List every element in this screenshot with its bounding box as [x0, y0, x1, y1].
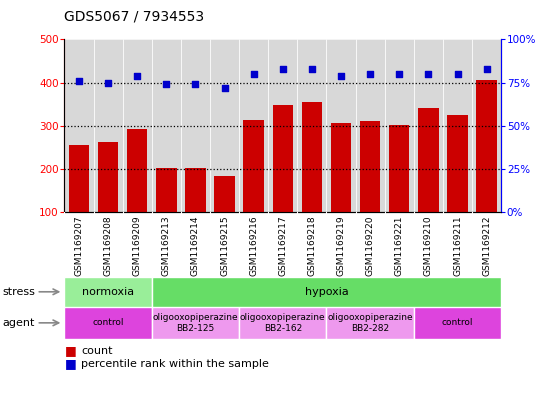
Text: GSM1169207: GSM1169207 — [74, 215, 83, 276]
Bar — [418, 108, 438, 212]
Bar — [414, 39, 443, 212]
Text: GSM1169211: GSM1169211 — [453, 215, 462, 276]
Bar — [123, 39, 152, 212]
Bar — [326, 39, 356, 212]
Bar — [152, 277, 501, 307]
Text: oligooxopiperazine
BB2-125: oligooxopiperazine BB2-125 — [153, 313, 238, 332]
Text: GSM1169218: GSM1169218 — [307, 215, 316, 276]
Text: GSM1169216: GSM1169216 — [249, 215, 258, 276]
Text: GSM1169221: GSM1169221 — [395, 215, 404, 276]
Text: percentile rank within the sample: percentile rank within the sample — [81, 358, 269, 369]
Text: control: control — [442, 318, 473, 327]
Bar — [443, 39, 472, 212]
Text: control: control — [92, 318, 124, 327]
Point — [278, 66, 287, 72]
Bar — [244, 120, 264, 212]
Text: stress: stress — [3, 287, 36, 297]
Bar — [185, 168, 206, 212]
Point — [104, 79, 113, 86]
Text: GSM1169217: GSM1169217 — [278, 215, 287, 276]
Text: GSM1169219: GSM1169219 — [337, 215, 346, 276]
Point — [307, 66, 316, 72]
Text: GSM1169215: GSM1169215 — [220, 215, 229, 276]
Bar — [64, 307, 152, 339]
Bar — [268, 39, 297, 212]
Text: GSM1169210: GSM1169210 — [424, 215, 433, 276]
Point — [162, 81, 171, 87]
Text: GSM1169212: GSM1169212 — [482, 215, 491, 276]
Text: normoxia: normoxia — [82, 287, 134, 297]
Text: GDS5067 / 7934553: GDS5067 / 7934553 — [64, 10, 204, 24]
Text: GSM1169208: GSM1169208 — [104, 215, 113, 276]
Bar — [94, 39, 123, 212]
Bar — [447, 115, 468, 212]
Bar — [64, 39, 94, 212]
Point — [74, 78, 83, 84]
Text: ■: ■ — [64, 357, 76, 370]
Text: GSM1169214: GSM1169214 — [191, 215, 200, 276]
Bar — [64, 277, 152, 307]
Bar — [356, 39, 385, 212]
Bar — [389, 125, 409, 212]
Point — [366, 71, 375, 77]
Bar — [152, 39, 181, 212]
Text: GSM1169209: GSM1169209 — [133, 215, 142, 276]
Bar — [385, 39, 414, 212]
Point — [453, 71, 462, 77]
Text: oligooxopiperazine
BB2-282: oligooxopiperazine BB2-282 — [328, 313, 413, 332]
Bar — [273, 105, 293, 212]
Point — [249, 71, 258, 77]
Text: count: count — [81, 346, 113, 356]
Bar — [181, 39, 210, 212]
Bar — [472, 39, 501, 212]
Point — [133, 72, 142, 79]
Text: hypoxia: hypoxia — [305, 287, 348, 297]
Point — [220, 84, 229, 91]
Bar — [156, 168, 176, 212]
Bar — [477, 80, 497, 212]
Point — [395, 71, 404, 77]
Text: GSM1169213: GSM1169213 — [162, 215, 171, 276]
Text: ■: ■ — [64, 344, 76, 358]
Point — [337, 72, 346, 79]
Bar — [360, 121, 380, 212]
Text: oligooxopiperazine
BB2-162: oligooxopiperazine BB2-162 — [240, 313, 325, 332]
Bar — [297, 39, 326, 212]
Text: GSM1169220: GSM1169220 — [366, 215, 375, 276]
Text: agent: agent — [3, 318, 35, 328]
Bar — [69, 145, 89, 212]
Bar — [210, 39, 239, 212]
Bar — [331, 123, 351, 212]
Bar — [152, 307, 239, 339]
Bar — [414, 307, 501, 339]
Bar — [127, 129, 147, 212]
Bar — [214, 176, 235, 212]
Point — [191, 81, 200, 87]
Bar — [239, 307, 326, 339]
Bar — [239, 39, 268, 212]
Bar — [326, 307, 414, 339]
Bar — [302, 101, 322, 212]
Bar — [98, 142, 118, 212]
Point — [424, 71, 433, 77]
Point — [482, 66, 491, 72]
